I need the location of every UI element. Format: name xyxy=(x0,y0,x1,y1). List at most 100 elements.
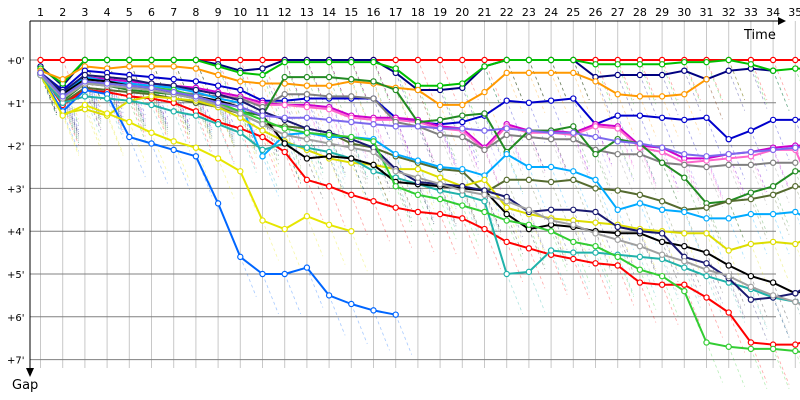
series-point xyxy=(414,191,422,199)
guide-line xyxy=(128,121,146,163)
guide-line xyxy=(373,98,390,139)
series-point xyxy=(681,174,688,181)
series-point xyxy=(570,135,577,143)
x-tick-label: 25 xyxy=(566,6,580,19)
guide-line xyxy=(395,207,413,248)
series-point xyxy=(459,202,466,209)
guide-line xyxy=(772,297,790,338)
guide-line xyxy=(217,124,235,165)
guide-line xyxy=(439,85,457,126)
series-point xyxy=(658,251,666,258)
guide-line xyxy=(728,154,746,195)
series-point xyxy=(681,264,688,271)
guide-line xyxy=(550,166,568,208)
series-point xyxy=(170,63,177,70)
guide-line xyxy=(173,149,191,191)
series-point xyxy=(503,97,510,104)
series-point xyxy=(658,61,666,68)
guide-line xyxy=(461,136,479,178)
series-point xyxy=(214,82,222,89)
x-tick-label: 9 xyxy=(215,6,222,19)
guide-line xyxy=(350,117,368,158)
series-point xyxy=(614,236,621,243)
guide-line xyxy=(461,190,479,231)
guide-line xyxy=(728,265,746,306)
series-point xyxy=(436,180,444,188)
guide-line xyxy=(417,126,435,167)
series-point xyxy=(658,230,666,237)
x-tick-label: 1 xyxy=(37,6,44,19)
guide-line xyxy=(595,188,612,229)
series-point xyxy=(725,272,732,280)
guide-line xyxy=(728,59,746,101)
guide-line xyxy=(750,156,768,197)
series-point xyxy=(681,116,688,124)
guide-line xyxy=(106,59,124,101)
series-point xyxy=(592,219,599,226)
guide-line xyxy=(661,117,679,158)
x-tick-label: 11 xyxy=(256,6,270,19)
series-point xyxy=(503,210,510,218)
series-point xyxy=(525,127,533,134)
series-point xyxy=(81,71,89,79)
guide-line xyxy=(750,59,768,101)
guide-line xyxy=(661,233,679,274)
series-point xyxy=(547,227,555,235)
x-tick-label: 26 xyxy=(589,6,603,19)
series-point xyxy=(237,56,244,64)
series-point xyxy=(792,208,799,216)
guide-line xyxy=(461,104,479,146)
guide-line xyxy=(528,166,546,208)
series-point xyxy=(592,176,599,184)
guide-line xyxy=(728,312,746,353)
series-point xyxy=(81,93,89,100)
x-tick-label: 4 xyxy=(104,6,111,19)
series-point xyxy=(348,93,355,100)
series-point xyxy=(370,307,377,314)
guide-line xyxy=(128,87,146,128)
guide-line xyxy=(639,256,657,298)
x-tick-label: 21 xyxy=(478,6,492,19)
guide-line xyxy=(239,72,257,113)
guide-line xyxy=(617,94,635,135)
guide-line xyxy=(151,132,168,173)
guide-line xyxy=(506,179,524,220)
series-point xyxy=(747,127,755,134)
guide-line xyxy=(306,61,324,103)
series-point xyxy=(370,58,377,66)
guide-line xyxy=(128,66,146,107)
series-point xyxy=(81,101,89,109)
series-point xyxy=(592,78,599,85)
guide-line xyxy=(173,111,191,152)
series-point xyxy=(703,163,710,171)
guide-line xyxy=(750,151,768,193)
guide-line xyxy=(639,231,657,272)
guide-line xyxy=(750,299,768,340)
guide-line xyxy=(706,117,723,158)
guide-line xyxy=(461,168,479,210)
guide-line xyxy=(683,119,701,161)
guide-line xyxy=(173,89,191,131)
guide-line xyxy=(417,181,435,223)
guide-line xyxy=(217,64,235,105)
guide-line xyxy=(728,218,746,259)
guide-line xyxy=(595,124,612,165)
series-point xyxy=(237,103,244,111)
guide-line xyxy=(728,282,746,323)
series-point xyxy=(769,210,777,218)
series-point xyxy=(325,131,333,139)
guide-line xyxy=(62,59,80,101)
series-point xyxy=(769,292,777,299)
series-point xyxy=(370,148,377,156)
series-point xyxy=(592,249,599,256)
series-point xyxy=(636,253,644,261)
y-axis-title: Gap xyxy=(12,378,38,393)
series-point xyxy=(392,123,399,130)
guide-line xyxy=(661,258,679,300)
guide-line xyxy=(661,201,679,242)
guide-line xyxy=(461,87,479,128)
series-point xyxy=(636,266,644,273)
guide-line xyxy=(106,98,124,139)
series-point xyxy=(681,58,688,66)
guide-line xyxy=(506,124,524,165)
